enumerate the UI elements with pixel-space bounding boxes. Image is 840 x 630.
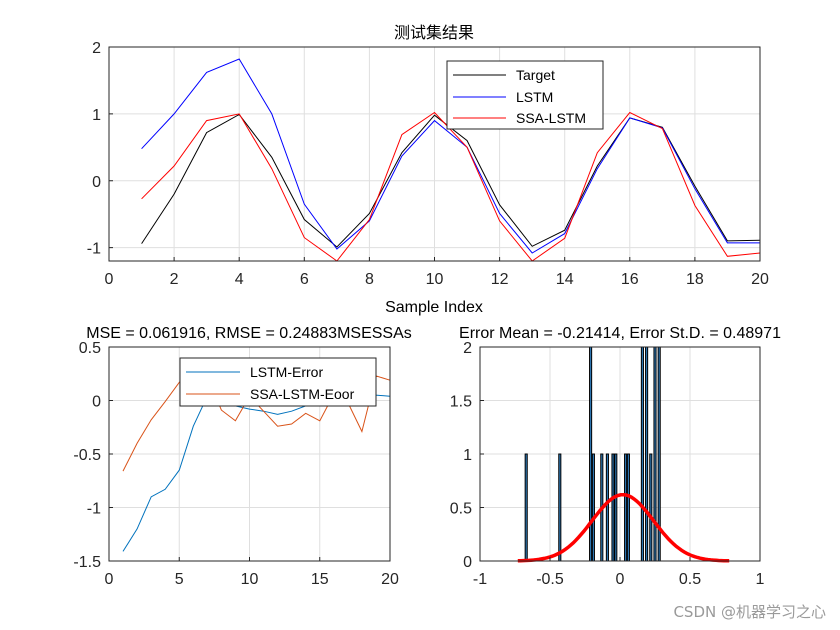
- bottom-left-x-tick-label: 15: [311, 571, 329, 588]
- legend-label-ssa-lstm: SSA-LSTM: [516, 110, 586, 126]
- bottom-right-x-tick-label: 1: [756, 571, 765, 588]
- normal-fit-curve: [517, 492, 730, 563]
- top-x-tick-label: 12: [491, 271, 509, 288]
- bottom-right-title: Error Mean = -0.21414, Error St.D. = 0.4…: [459, 325, 781, 342]
- histogram-bar: [614, 453, 618, 562]
- top-legend: Target LSTM SSA-LSTM: [446, 60, 604, 130]
- top-x-tick-label: 16: [621, 271, 639, 288]
- bottom-left-x-tick-label: 5: [175, 571, 184, 588]
- top-y-tick-label: 0: [92, 174, 101, 191]
- legend-label-lstm: LSTM: [516, 89, 553, 105]
- histogram-bar: [524, 453, 528, 562]
- histogram-bar: [611, 453, 615, 562]
- top-x-tick-label: 2: [170, 271, 179, 288]
- bottom-right-y-ticks: 0 0.5 1 1.5 2: [450, 340, 484, 571]
- bottom-left-y-tick-label: 0: [92, 394, 101, 411]
- bottom-left-x-ticks: 0 5 10 15 20: [105, 557, 399, 588]
- histogram-bars: [524, 346, 661, 562]
- top-title: 测试集结果: [394, 24, 474, 42]
- bottom-right-x-tick-label: 0.5: [679, 571, 701, 588]
- bottom-left-legend: LSTM-Error SSA-LSTM-Eoor: [179, 357, 377, 407]
- top-y-tick-label: 2: [92, 40, 101, 57]
- top-x-tick-label: 0: [105, 271, 114, 288]
- histogram-bar: [589, 346, 593, 562]
- top-x-tick-label: 8: [365, 271, 374, 288]
- top-x-tick-label: 20: [751, 271, 769, 288]
- top-x-tick-label: 10: [426, 271, 444, 288]
- top-x-tick-label: 4: [235, 271, 244, 288]
- bottom-left-x-tick-label: 10: [241, 571, 259, 588]
- histogram-bar: [645, 346, 649, 562]
- bottom-left-x-tick-label: 20: [381, 571, 399, 588]
- top-y-ticks: -1 0 1 2: [87, 40, 113, 258]
- top-x-axis-label: Sample Index: [385, 299, 483, 316]
- legend-label-target: Target: [516, 67, 555, 83]
- bottom-right-y-tick-label: 1: [463, 447, 472, 464]
- top-line-ssa-lstm: [141, 111, 761, 262]
- bottom-right-x-tick-label: -1: [473, 571, 487, 588]
- histogram-bar: [640, 346, 644, 562]
- bottom-right-x-tick-label: 0: [616, 571, 625, 588]
- bottom-right-y-tick-label: 2: [463, 340, 472, 357]
- bottom-right-y-tick-label: 0.5: [450, 501, 472, 518]
- bottom-right-x-ticks: -1 -0.5 0 0.5 1: [473, 557, 765, 588]
- bottom-left-y-ticks: -1.5 -1 -0.5 0 0.5: [73, 340, 113, 571]
- histogram-bar: [626, 453, 630, 562]
- histogram-bar: [653, 346, 657, 562]
- top-x-ticks: 0 2 4 6 8 10 12 14 16 18 20: [105, 257, 769, 288]
- bottom-right-y-tick-label: 1.5: [450, 394, 472, 411]
- top-y-tick-label: 1: [92, 107, 101, 124]
- bottom-right-subplot: -1 -0.5 0 0.5 1 0 0.5 1 1.5 2 Error Mean = -0.21…: [450, 325, 781, 588]
- bottom-left-y-tick-label: 0.5: [79, 340, 101, 357]
- bottom-left-title: MSE = 0.061916, RMSE = 0.24883MSESSAs: [86, 325, 412, 342]
- bottom-left-x-tick-label: 0: [105, 571, 114, 588]
- top-y-tick-label: -1: [87, 241, 101, 258]
- top-x-tick-label: 6: [300, 271, 309, 288]
- bottom-left-y-tick-label: -1.5: [73, 554, 101, 571]
- bottom-left-subplot: 0 5 10 15 20 -1.5 -1 -0.5 0 0.5 MSE = 0.061916, …: [73, 325, 411, 588]
- histogram-bar: [558, 453, 562, 562]
- histogram-bar: [649, 453, 653, 562]
- top-x-tick-label: 18: [686, 271, 704, 288]
- legend-label-ssa-lstm-eoor: SSA-LSTM-Eoor: [250, 386, 355, 402]
- top-x-tick-label: 14: [556, 271, 574, 288]
- histogram-bar: [624, 453, 628, 562]
- bottom-left-y-tick-label: -0.5: [73, 447, 101, 464]
- histogram-bar: [605, 453, 609, 562]
- watermark: CSDN @机器学习之心: [673, 603, 826, 621]
- bottom-right-y-tick-label: 0: [463, 554, 472, 571]
- histogram-bar: [591, 453, 595, 562]
- bottom-right-x-tick-label: -0.5: [536, 571, 564, 588]
- bottom-left-y-tick-label: -1: [87, 501, 101, 518]
- legend-label-lstm-error: LSTM-Error: [250, 364, 323, 380]
